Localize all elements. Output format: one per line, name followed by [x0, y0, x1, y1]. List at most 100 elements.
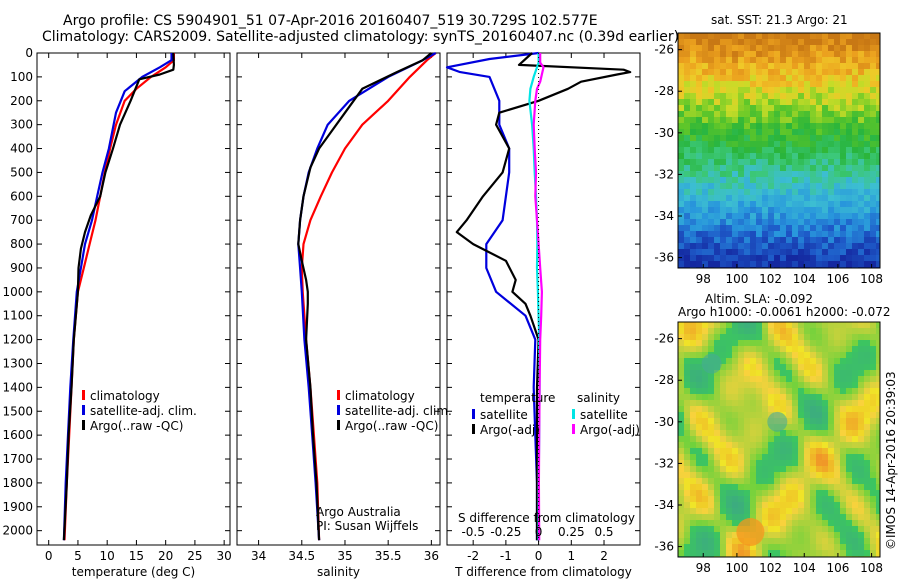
legend-label: satellite-adj. clim. [345, 404, 452, 418]
y-tick-label: -26 [654, 43, 674, 57]
panel-0 [36, 52, 231, 546]
y-tick-label: 900 [10, 261, 33, 275]
x-tick-label: 104 [793, 561, 816, 575]
y-tick-label: -32 [654, 167, 674, 181]
x-axis-label: salinity [317, 565, 360, 579]
x-tick-label: 10 [100, 549, 115, 563]
y-tick-label: 400 [10, 142, 33, 156]
top-tick-label: 0 [535, 525, 543, 539]
series-red-line [300, 52, 437, 541]
legend-swatch-blue [337, 405, 340, 415]
panel-frame [236, 52, 441, 546]
series-black-line [297, 52, 433, 541]
x-tick-label: 98 [696, 272, 711, 286]
y-tick-label: 200 [10, 94, 33, 108]
x-tick-label: -2 [467, 549, 479, 563]
y-tick-label: 1600 [2, 428, 33, 442]
y-tick-label: -32 [654, 456, 674, 470]
y-tick-label: 1500 [2, 404, 33, 418]
x-axis-label: temperature (deg C) [72, 565, 195, 579]
y-tick-label: -28 [654, 84, 674, 98]
panel-1 [236, 52, 441, 546]
panel-2 [445, 51, 641, 546]
x-tick-label: 106 [826, 561, 849, 575]
map-3 [677, 32, 881, 269]
y-tick-label: 1800 [2, 476, 33, 490]
y-tick-label: -30 [654, 126, 674, 140]
legend-swatch-blue [472, 409, 475, 419]
y-tick-label: 2000 [2, 524, 33, 538]
sla-lowspot [701, 353, 722, 374]
x-tick-label: 36 [424, 549, 439, 563]
x-tick-label: 108 [860, 272, 883, 286]
map-cells [678, 322, 880, 557]
sla-hotspot [736, 518, 765, 547]
legend-label: satellite [480, 408, 528, 422]
series-blue-line [445, 51, 539, 541]
x-tick-label: 35 [337, 549, 352, 563]
x-tick-label: 35.5 [375, 549, 402, 563]
legend-swatch-blue [82, 405, 85, 415]
legend-label: satellite-adj. clim. [90, 404, 197, 418]
x-tick-label: 0 [45, 549, 53, 563]
y-tick-label: -36 [654, 540, 674, 554]
y-tick-label: 1900 [2, 500, 33, 514]
x-tick-label: 100 [725, 561, 748, 575]
legend-swatch-magenta [572, 424, 575, 434]
legend-swatch-cyan [572, 409, 575, 419]
legend-label: Argo(..raw -QC) [90, 419, 183, 433]
y-tick-label: 500 [10, 165, 33, 179]
x-tick-label: 0 [535, 549, 543, 563]
map-cells [678, 33, 880, 268]
x-axis-label2: S difference from climatology [458, 511, 635, 525]
x-tick-label: 104 [793, 272, 816, 286]
legend-title-temperature: temperature [480, 391, 555, 405]
x-axis-label: T difference from climatology [454, 565, 632, 579]
x-tick-label: 34 [251, 549, 266, 563]
series-blue-line [297, 52, 437, 541]
y-tick-label: -34 [654, 209, 674, 223]
y-tick-label: 1100 [2, 309, 33, 323]
top-tick-label: 0.5 [594, 525, 613, 539]
x-tick-label: -1 [500, 549, 512, 563]
sla-map-subtitle: Argo h1000: -0.0061 h2000: -0.072 [678, 305, 891, 319]
annotation-text: Argo Australia [316, 505, 401, 519]
y-tick-label: -34 [654, 498, 674, 512]
legend-label: climatology [90, 389, 160, 403]
annotation-text: PI: Susan Wijffels [316, 519, 418, 533]
legend-swatch-black [337, 420, 340, 430]
x-tick-label: 2 [600, 549, 608, 563]
legend-swatch-red [82, 390, 85, 400]
y-tick-label: -28 [654, 373, 674, 387]
sla-lowspot [767, 411, 788, 432]
x-tick-label: 100 [725, 272, 748, 286]
series-black-line [62, 52, 175, 541]
map-frame [677, 321, 881, 558]
x-tick-label: 106 [826, 272, 849, 286]
y-tick-label: 1000 [2, 285, 33, 299]
top-tick-label: -0.5 [461, 525, 484, 539]
y-tick-label: -26 [654, 332, 674, 346]
top-tick-label: 0.25 [558, 525, 585, 539]
y-tick-label: 700 [10, 213, 33, 227]
figure-title-line2: Climatology: CARS2009. Satellite-adjuste… [42, 29, 680, 45]
y-tick-label: 100 [10, 70, 33, 84]
x-tick-label: 15 [129, 549, 144, 563]
y-tick-label: -30 [654, 415, 674, 429]
legend-swatch-black [82, 420, 85, 430]
legend-label: Argo(-adj) [580, 423, 640, 437]
y-tick-label: 1400 [2, 380, 33, 394]
legend-label: climatology [345, 389, 415, 403]
series-blue-line [62, 53, 173, 541]
sst-map-title: sat. SST: 21.3 Argo: 21 [711, 13, 848, 27]
panel-frame [446, 52, 641, 546]
y-tick-label: 600 [10, 189, 33, 203]
legend-label: satellite [580, 408, 628, 422]
y-tick-label: 300 [10, 118, 33, 132]
x-tick-label: 1 [567, 549, 575, 563]
sla-map-title: Altim. SLA: -0.092 [705, 292, 814, 306]
panel-frame [36, 52, 231, 546]
legend-title-salinity: salinity [577, 391, 620, 405]
